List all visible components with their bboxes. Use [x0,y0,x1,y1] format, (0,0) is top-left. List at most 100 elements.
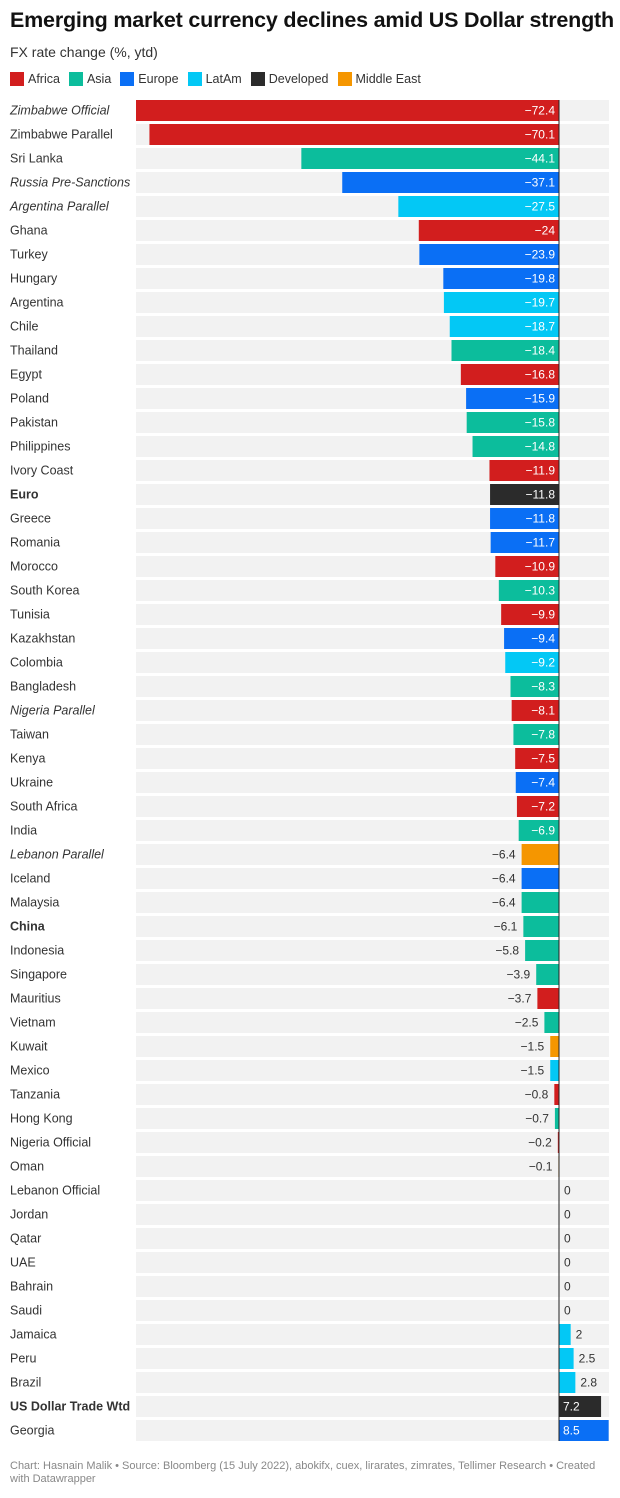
row-background [136,796,609,817]
bar [525,940,559,961]
bar [505,652,559,673]
data-label: −6.9 [531,824,555,838]
bar [550,1036,559,1057]
data-label: −15.8 [525,416,556,430]
row-label: UAE [10,1256,36,1270]
row-label: Euro [10,488,39,502]
bar [495,556,559,577]
data-label: −6.4 [492,872,516,886]
data-label: −1.5 [521,1064,545,1078]
data-label: −70.1 [525,128,556,142]
bar [443,292,559,313]
data-label: −44.1 [525,152,556,166]
data-label: −8.1 [531,704,555,718]
legend-item-middle-east: Middle East [337,72,421,86]
row-background [136,1348,609,1369]
row-background [136,820,609,841]
row-background [136,940,609,961]
row-background [136,1180,609,1201]
row-background [136,604,609,625]
row-label: Kazakhstan [10,632,75,646]
row-background [136,1372,609,1393]
row-background [136,1036,609,1057]
legend-item-europe: Europe [120,72,179,86]
row-background [136,1252,609,1273]
data-label: 2 [576,1328,583,1342]
data-label: −1.5 [521,1040,545,1054]
row-label: Iceland [10,872,50,886]
row-background [136,1228,609,1249]
row-background [136,916,609,937]
data-label: −11.8 [526,512,556,526]
row-background [136,844,609,865]
data-label: −7.2 [531,800,555,814]
legend-item-developed: Developed [250,72,329,86]
bar [472,436,559,457]
row-label: Russia Pre-Sanctions [10,176,130,190]
data-label: 8.5 [563,1424,580,1438]
data-label: −27.5 [525,200,556,214]
row-label: Egypt [10,368,42,382]
bar [559,1372,576,1393]
row-label: Ukraine [10,776,53,790]
data-label: −7.4 [531,776,555,790]
row-label: Bangladesh [10,680,76,694]
row-label: US Dollar Trade Wtd [10,1400,130,1414]
bar [490,484,559,505]
row-label: Lebanon Official [10,1184,100,1198]
data-label: −9.9 [531,608,555,622]
legend-label: Asia [86,72,112,86]
row-label: Tunisia [10,608,50,622]
data-label: −14.8 [525,440,556,454]
data-label: 0 [564,1304,571,1318]
row-label: Nigeria Official [10,1136,91,1150]
data-label: −24 [535,224,556,238]
data-label: 2.5 [579,1352,596,1366]
row-label: Bahrain [10,1280,53,1294]
legend-swatch [337,72,352,86]
row-background [136,1324,609,1345]
data-label: 0 [564,1208,571,1222]
legend-swatch [250,72,265,86]
data-label: −19.7 [525,296,556,310]
data-label: −0.1 [529,1160,553,1174]
row-label: Nigeria Parallel [10,704,96,718]
row-label: Ghana [10,224,48,238]
data-label: −7.5 [531,752,555,766]
data-label: −11.9 [526,464,556,478]
bar [501,604,559,625]
bar [521,892,559,913]
bar [513,724,559,745]
row-label: Kenya [10,752,45,766]
chart-title: Emerging market currency declines amid U… [10,8,614,32]
row-label: Hungary [10,272,58,286]
bar [466,388,559,409]
data-label: −3.7 [508,992,532,1006]
legend-item-africa: Africa [10,72,60,86]
bar [536,964,559,985]
bar [418,220,559,241]
row-background [136,1396,609,1417]
data-label: −3.9 [507,968,531,982]
data-label: −2.5 [515,1016,539,1030]
bar [537,988,559,1009]
row-label: Poland [10,392,49,406]
bar-chart: Zimbabwe Official −72.4 Zimbabwe Parallel −… [9,100,609,1441]
legend-swatch [187,72,202,86]
row-label: Thailand [10,344,58,358]
row-label: Colombia [10,656,63,670]
data-label: −0.2 [528,1136,552,1150]
row-background [136,580,609,601]
data-label: −9.4 [531,632,555,646]
row-label: Oman [10,1160,44,1174]
row-label: Brazil [10,1376,41,1390]
row-label: South Africa [10,800,77,814]
row-label: Singapore [10,968,67,982]
data-label: −0.8 [525,1088,549,1102]
bar [342,172,559,193]
bar [559,1396,602,1417]
bar [504,628,559,649]
data-label: −5.8 [495,944,519,958]
row-label: Philippines [10,440,70,454]
data-label: −18.4 [525,344,556,358]
